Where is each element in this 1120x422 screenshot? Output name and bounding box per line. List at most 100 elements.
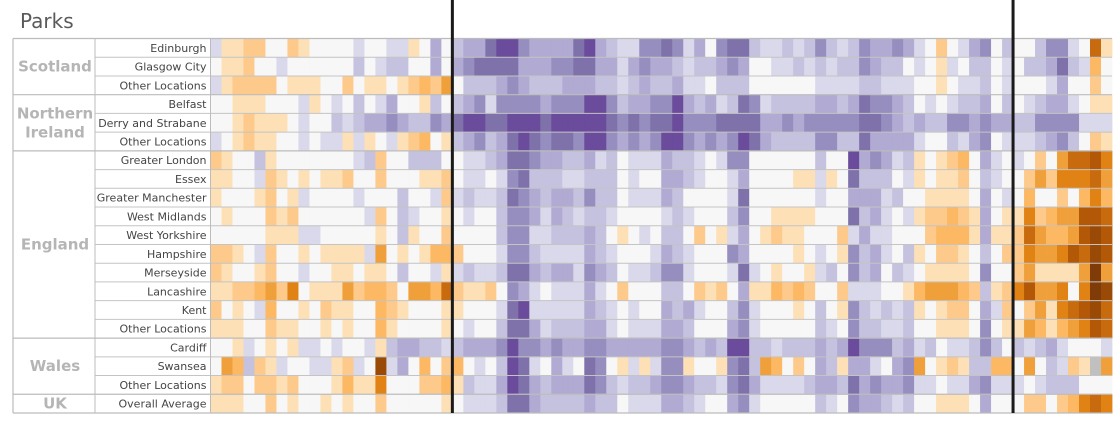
heatmap-cell	[815, 263, 827, 283]
heatmap-cell	[1024, 75, 1036, 96]
heatmap-cell	[617, 150, 629, 170]
heatmap-cell	[540, 169, 552, 189]
heatmap-cell	[540, 113, 552, 133]
heatmap-cell	[848, 75, 860, 96]
heatmap-cell	[947, 338, 959, 358]
heatmap-cell	[771, 132, 783, 152]
heatmap-cell	[1068, 281, 1080, 302]
heatmap-cell	[727, 281, 739, 302]
heatmap-cell	[727, 75, 739, 96]
heatmap-cell	[463, 169, 475, 189]
heatmap-cell	[815, 394, 827, 414]
heatmap-cell	[1068, 94, 1080, 114]
heatmap-cell	[705, 356, 717, 376]
heatmap-cell	[1024, 300, 1036, 320]
heatmap-cell	[309, 394, 321, 414]
heatmap-cell	[342, 338, 354, 358]
heatmap-cell	[826, 263, 838, 283]
heatmap-cell	[727, 207, 739, 227]
heatmap-cell	[991, 207, 1003, 227]
heatmap-cell	[551, 375, 563, 395]
heatmap-cell	[914, 188, 926, 208]
heatmap-cell	[936, 225, 948, 245]
heatmap-cell	[1046, 75, 1058, 96]
heatmap-cell	[507, 207, 519, 227]
heatmap-cell	[419, 225, 431, 245]
heatmap-cell	[1035, 188, 1047, 208]
heatmap-cell	[397, 207, 409, 227]
heatmap-cell	[859, 319, 871, 339]
heatmap-cell	[914, 225, 926, 245]
heatmap-cell	[562, 319, 574, 339]
heatmap-cell	[452, 375, 464, 395]
heatmap-cell	[474, 150, 486, 170]
heatmap-cell	[892, 132, 904, 152]
heatmap-cell	[936, 244, 948, 264]
heatmap-cell	[1079, 94, 1091, 114]
heatmap-cell	[1002, 57, 1014, 77]
heatmap-cell	[595, 188, 607, 208]
heatmap-cell	[804, 75, 816, 96]
heatmap-cell	[397, 169, 409, 189]
heatmap-cell	[969, 225, 981, 245]
heatmap-cell	[210, 150, 222, 170]
heatmap-cell	[298, 263, 310, 283]
heatmap-cell	[661, 38, 673, 58]
heatmap-cell	[947, 94, 959, 114]
heatmap-cell	[969, 75, 981, 96]
heatmap-cell	[529, 394, 541, 414]
heatmap-cell	[309, 169, 321, 189]
heatmap-cell	[1035, 132, 1047, 152]
heatmap-cell	[991, 188, 1003, 208]
heatmap-cell	[958, 281, 970, 302]
heatmap-cell	[892, 375, 904, 395]
heatmap-cell	[892, 169, 904, 189]
heatmap-cell	[1090, 169, 1102, 189]
heatmap-cell	[683, 150, 695, 170]
heatmap-cell	[661, 132, 673, 152]
heatmap-cell	[1057, 169, 1069, 189]
heatmap-cell	[353, 338, 365, 358]
row-label: Belfast	[168, 98, 207, 111]
heatmap-cell	[1024, 394, 1036, 414]
heatmap-cell	[276, 375, 288, 395]
heatmap-cell	[925, 281, 937, 302]
heatmap-cell	[397, 94, 409, 114]
heatmap-cell	[617, 169, 629, 189]
heatmap-cell	[529, 338, 541, 358]
heatmap-cell	[441, 244, 453, 264]
heatmap-cell	[320, 150, 332, 170]
heatmap-cell	[210, 207, 222, 227]
heatmap-cell	[650, 113, 662, 133]
heatmap-cell	[991, 150, 1003, 170]
heatmap-cell	[727, 375, 739, 395]
heatmap-cell	[760, 244, 772, 264]
heatmap-cell	[958, 169, 970, 189]
heatmap-cell	[353, 225, 365, 245]
heatmap-cell	[969, 38, 981, 58]
heatmap-cell	[474, 356, 486, 376]
heatmap-cell	[529, 169, 541, 189]
heatmap-cell	[727, 132, 739, 152]
heatmap-cell	[606, 57, 618, 77]
heatmap-cell	[914, 394, 926, 414]
heatmap-cell	[606, 394, 618, 414]
heatmap-cell	[1013, 375, 1025, 395]
heatmap-cell	[958, 132, 970, 152]
heatmap-cell	[727, 338, 739, 358]
heatmap-cell	[243, 263, 255, 283]
heatmap-cell	[870, 113, 882, 133]
heatmap-cell	[958, 57, 970, 77]
heatmap-cell	[309, 319, 321, 339]
heatmap-cell	[309, 94, 321, 114]
heatmap-cell	[287, 150, 299, 170]
heatmap-cell	[793, 281, 805, 302]
heatmap-cell	[320, 244, 332, 264]
heatmap-cell	[705, 375, 717, 395]
heatmap-cell	[760, 338, 772, 358]
heatmap-cell	[991, 169, 1003, 189]
heatmap-cell	[353, 394, 365, 414]
heatmap-cell	[639, 75, 651, 96]
heatmap-cell	[243, 113, 255, 133]
heatmap-cell	[892, 150, 904, 170]
